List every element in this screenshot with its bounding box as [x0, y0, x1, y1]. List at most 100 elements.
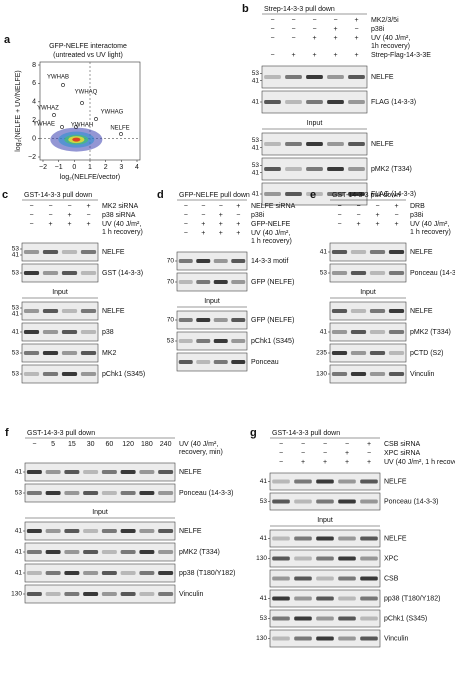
band — [42, 309, 59, 313]
lane-sign: 5 — [51, 441, 55, 448]
mw-marker: 41 — [15, 528, 23, 535]
lane-sign: + — [354, 52, 358, 59]
condition-label: DRB — [410, 203, 425, 210]
mw-marker: 70 — [167, 279, 175, 286]
lane-sign: − — [184, 203, 188, 210]
band — [231, 339, 246, 343]
condition-label: p38i — [371, 26, 385, 33]
band — [101, 529, 117, 533]
mw-marker: 53 — [260, 498, 268, 505]
band — [42, 250, 59, 254]
condition-label: 1 h recovery) — [102, 229, 143, 236]
band — [196, 339, 211, 343]
band — [64, 529, 80, 533]
lane-sign: 30 — [87, 441, 95, 448]
blot-label: p38 — [102, 329, 114, 336]
band — [26, 470, 42, 474]
band — [64, 571, 80, 575]
condition-label: recovery, min) — [179, 449, 223, 456]
band — [231, 318, 246, 322]
mw-marker: 41 — [252, 99, 260, 106]
band — [196, 360, 211, 364]
band — [231, 280, 246, 284]
band — [83, 571, 99, 575]
band — [369, 271, 386, 275]
blot-label: Ponceau (14-3-3) — [179, 490, 233, 497]
panel-header: GST-14-3-3 pull down — [27, 430, 95, 437]
mw-marker: 41 — [260, 595, 268, 602]
band — [101, 491, 117, 495]
band — [80, 330, 97, 334]
protein-label: YWHAE — [33, 122, 55, 128]
band — [338, 479, 356, 484]
band — [23, 309, 40, 313]
band — [26, 529, 42, 533]
band — [388, 372, 405, 376]
y-tick-label: −2 — [28, 154, 36, 161]
mw-marker: 41 — [252, 191, 260, 198]
band — [360, 479, 378, 484]
band — [23, 351, 40, 355]
mw-marker: 41 — [260, 535, 268, 542]
mw-marker: 41 — [12, 252, 20, 259]
lane-sign: + — [345, 450, 349, 457]
blot-label: Vinculin — [179, 591, 203, 598]
lane-sign: − — [312, 17, 316, 24]
band — [272, 596, 290, 601]
protein-point — [94, 117, 98, 121]
y-tick-label: 6 — [32, 80, 36, 87]
lane-sign: − — [32, 441, 36, 448]
blot-label: NELFE — [371, 74, 394, 81]
lane-sign: − — [356, 212, 360, 219]
band — [80, 372, 97, 376]
x-axis-label: log₂(NELFE/vector) — [60, 174, 120, 181]
band — [331, 330, 348, 334]
condition-label: p38i — [410, 212, 424, 219]
band — [388, 330, 405, 334]
band — [338, 499, 356, 504]
band — [264, 192, 281, 196]
lane-sign: − — [323, 450, 327, 457]
lane-sign: − — [184, 230, 188, 237]
mw-marker: 53 — [260, 615, 268, 622]
band — [388, 271, 405, 275]
lane-sign: + — [48, 221, 52, 228]
band — [306, 192, 323, 196]
band — [348, 167, 365, 171]
lane-sign: − — [375, 203, 379, 210]
lane-sign: 240 — [160, 441, 172, 448]
mw-marker: 41 — [12, 311, 20, 318]
band — [158, 550, 174, 554]
y-tick-label: 0 — [32, 135, 36, 142]
band — [139, 529, 155, 533]
band — [213, 318, 228, 322]
condition-label: CSB siRNA — [384, 441, 421, 448]
band — [369, 309, 386, 313]
band — [285, 75, 302, 79]
blot-label: XPC — [384, 555, 398, 562]
blot-label: NELFE — [410, 249, 433, 256]
blot — [21, 301, 99, 321]
band — [369, 330, 386, 334]
band — [42, 271, 59, 275]
x-tick-label: 0 — [72, 164, 76, 171]
blot-label: NELFE — [371, 141, 394, 148]
band — [45, 550, 61, 554]
band — [213, 259, 228, 263]
lane-sign: + — [236, 203, 240, 210]
band — [64, 470, 80, 474]
band — [350, 271, 367, 275]
band — [158, 491, 174, 495]
mw-marker: 41 — [252, 77, 260, 84]
band — [178, 259, 193, 263]
lane-sign: − — [291, 26, 295, 33]
lane-sign: + — [394, 221, 398, 228]
lane-sign: + — [354, 35, 358, 42]
band — [294, 556, 312, 561]
band — [158, 470, 174, 474]
band — [316, 556, 334, 561]
mw-marker: 41 — [15, 469, 23, 476]
lane-sign: − — [184, 221, 188, 228]
band — [285, 100, 302, 104]
x-tick-label: 2 — [104, 164, 108, 171]
